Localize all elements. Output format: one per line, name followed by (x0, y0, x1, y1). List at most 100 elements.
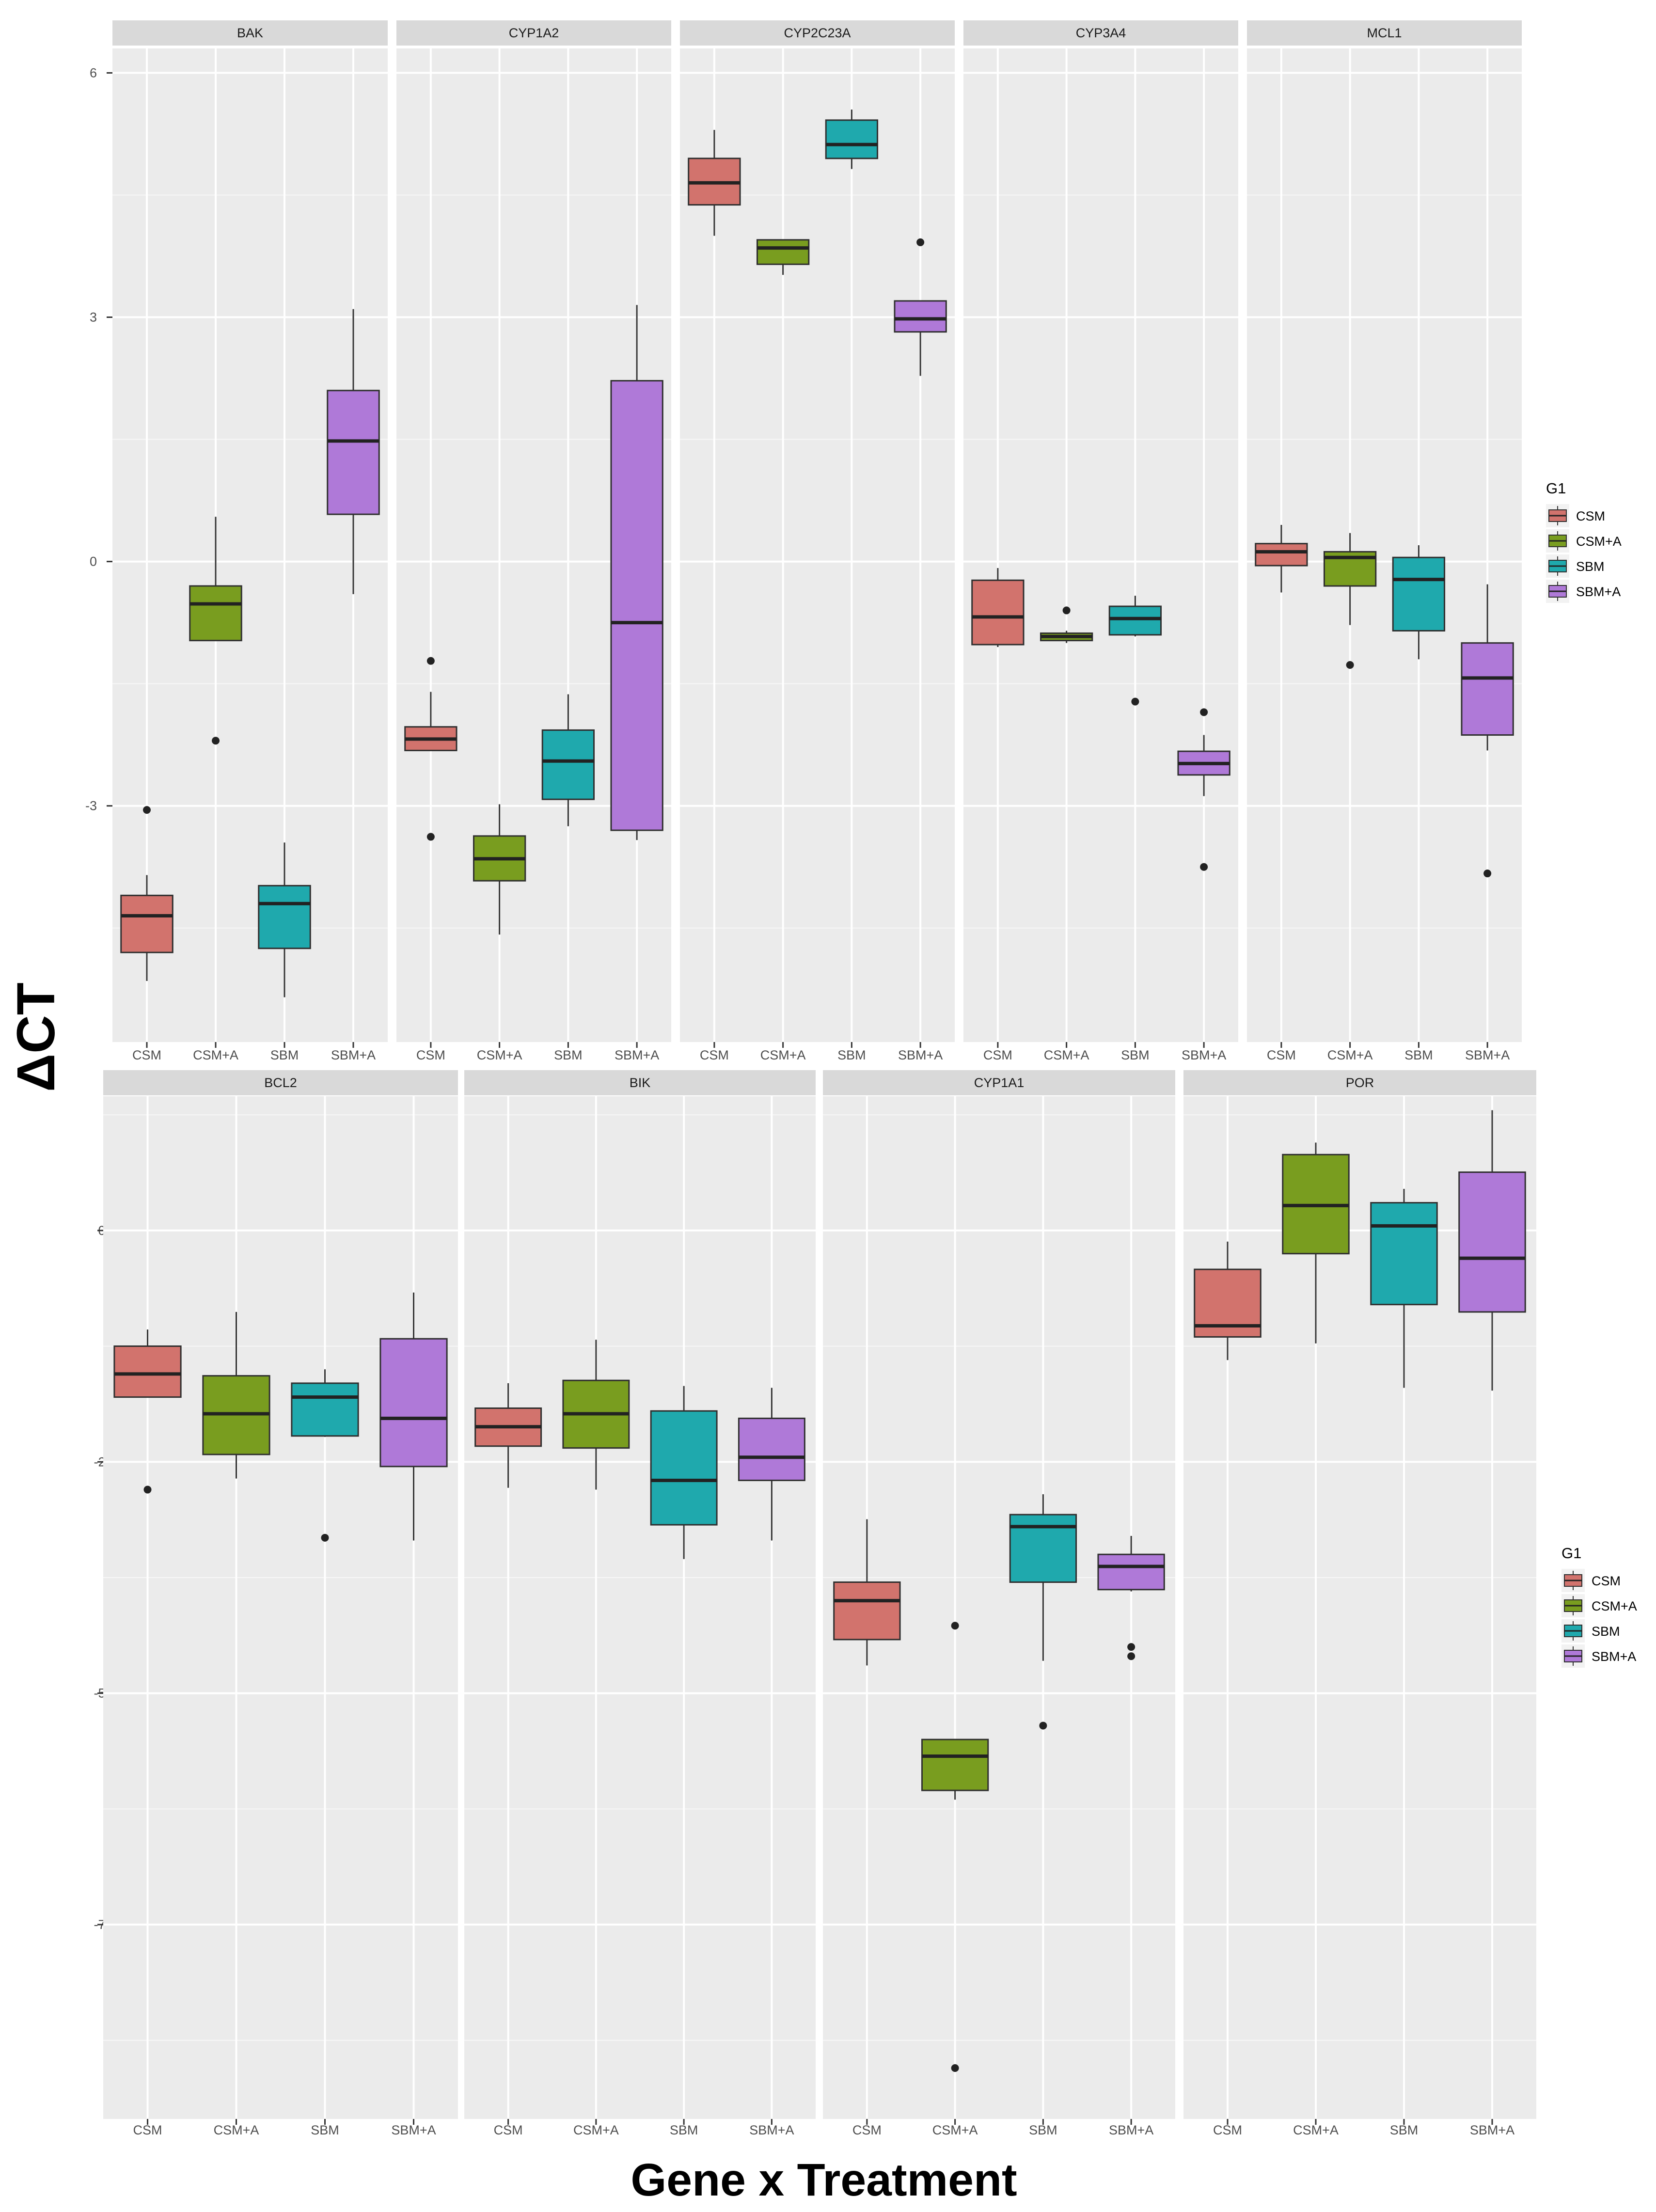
x-tick-label: CSM+A (1293, 2123, 1339, 2137)
x-tick-label: SBM+A (331, 1048, 376, 1062)
x-tick-label: CSM (700, 1048, 729, 1062)
outlier-point (143, 806, 151, 814)
x-tick-label: CSM (983, 1048, 1012, 1062)
facet-strip (464, 1070, 816, 1095)
legend-label: CSM (1576, 509, 1605, 523)
outlier-point (212, 737, 220, 745)
box-body (189, 585, 242, 642)
facet-strip (1183, 1070, 1536, 1095)
facet-strip (680, 20, 955, 46)
box-body (1392, 556, 1446, 632)
facet-row-bottom: 0.0-2.5-5.0-7.5BCL2CSMCSM+ASBMSBM+ABIKCS… (94, 1070, 1536, 2137)
y-tick-label: 3 (90, 310, 97, 325)
facet-panel-bak: BAK CSM CSM+A SBM SBM+A (112, 20, 388, 1062)
legend-top: G1 CSM CSM+A SBM SBM+A (1546, 480, 1622, 603)
box-body (120, 895, 173, 953)
x-tick-label: SBM (311, 2123, 339, 2137)
outlier-point (1039, 1722, 1047, 1730)
legend-label: SBM+A (1576, 585, 1621, 599)
legend-title: G1 (1561, 1545, 1581, 1562)
box-body (113, 1345, 182, 1398)
x-tick-label: SBM+A (615, 1048, 659, 1062)
box-body (756, 239, 810, 265)
x-tick-label: SBM (1029, 2123, 1057, 2137)
box-por-csm-plus-a (1282, 1142, 1350, 1343)
y-tick-label: -3 (85, 799, 97, 813)
legend-bottom: G1 CSM CSM+A SBM SBM+A (1561, 1545, 1637, 1668)
x-tick-label: CSM+A (760, 1048, 806, 1062)
box-cyp1a2-csm-plus-a (473, 804, 526, 935)
box-mcl1-csm (1255, 524, 1308, 593)
box-bcl2-sbm (291, 1369, 359, 1542)
box-bak-csm-plus-a (189, 517, 242, 745)
x-tick-label: CSM+A (214, 2123, 259, 2137)
outlier-point (916, 238, 925, 246)
x-tick-label: CSM+A (477, 1048, 522, 1062)
box-cyp1a2-sbm (541, 694, 595, 826)
x-tick-label: SBM+A (1465, 1048, 1510, 1062)
facet-strip-label: CYP1A2 (509, 26, 559, 40)
x-tick-label: CSM (1267, 1048, 1296, 1062)
x-tick-label: SBM (1390, 2123, 1419, 2137)
x-tick-label: CSM+A (1044, 1048, 1089, 1062)
box-cyp1a2-sbm-plus-a (610, 305, 663, 840)
outlier-point (1062, 606, 1071, 615)
box-cyp1a1-sbm (1009, 1494, 1077, 1730)
facet-strip (103, 1070, 458, 1095)
x-tick-label: CSM+A (193, 1048, 238, 1062)
box-body (825, 119, 879, 159)
box-bik-csm-plus-a (562, 1340, 630, 1490)
box-bcl2-csm-plus-a (202, 1311, 270, 1479)
x-axis-title: Gene x Treatment (631, 2154, 1017, 2206)
box-body (379, 1338, 448, 1468)
box-body (1370, 1202, 1438, 1306)
x-tick-label: SBM+A (898, 1048, 943, 1062)
x-tick-label: SBM (670, 2123, 698, 2137)
facet-strip (112, 20, 388, 46)
x-tick-label: SBM+A (749, 2123, 794, 2137)
facet-strip-label: CYP3A4 (1076, 26, 1126, 40)
box-bak-sbm-plus-a (327, 309, 380, 594)
legend-title: G1 (1546, 480, 1566, 497)
facet-strip (1247, 20, 1522, 46)
box-cyp3a4-sbm-plus-a (1177, 708, 1230, 871)
facet-strip-label: BIK (630, 1075, 651, 1090)
box-por-sbm-plus-a (1458, 1110, 1526, 1391)
facet-strip-label: MCL1 (1367, 26, 1402, 40)
box-body (1097, 1553, 1165, 1591)
legend-label: CSM (1592, 1574, 1621, 1588)
x-tick-label: CSM+A (932, 2123, 978, 2137)
box-cyp3a4-csm (971, 568, 1025, 648)
box-body (1458, 1171, 1526, 1313)
outlier-point (1200, 708, 1208, 716)
x-tick-label: CSM (132, 1048, 161, 1062)
facet-panel-mcl1: MCL1 CSM CSM+A SBM SBM+A (1247, 20, 1522, 1062)
panel-background (112, 48, 388, 1042)
box-body (541, 729, 595, 800)
box-body (833, 1581, 901, 1641)
legend-label: SBM (1592, 1624, 1620, 1639)
facet-strip (823, 1070, 1175, 1095)
outlier-point (426, 657, 435, 665)
x-tick-label: SBM+A (391, 2123, 436, 2137)
x-tick-label: SBM (1404, 1048, 1433, 1062)
box-bik-csm (474, 1383, 542, 1488)
outlier-point (1483, 869, 1492, 878)
box-cyp1a1-sbm-plus-a (1097, 1536, 1165, 1660)
box-body (1009, 1514, 1077, 1583)
box-cyp1a1-csm-plus-a (921, 1622, 989, 2072)
panel-background (680, 48, 955, 1042)
outlier-point (1131, 697, 1139, 706)
box-body (921, 1738, 989, 1791)
outlier-point (1127, 1652, 1136, 1660)
legend-label: CSM+A (1576, 534, 1622, 549)
outlier-point (1127, 1643, 1136, 1651)
box-mcl1-sbm-plus-a (1461, 584, 1514, 878)
box-body (650, 1410, 718, 1526)
panel-background (464, 1096, 816, 2119)
facet-strip (396, 20, 671, 46)
x-tick-label: SBM+A (1109, 2123, 1153, 2137)
outlier-point (951, 1622, 959, 1630)
box-cyp2c23a-csm (688, 130, 741, 236)
